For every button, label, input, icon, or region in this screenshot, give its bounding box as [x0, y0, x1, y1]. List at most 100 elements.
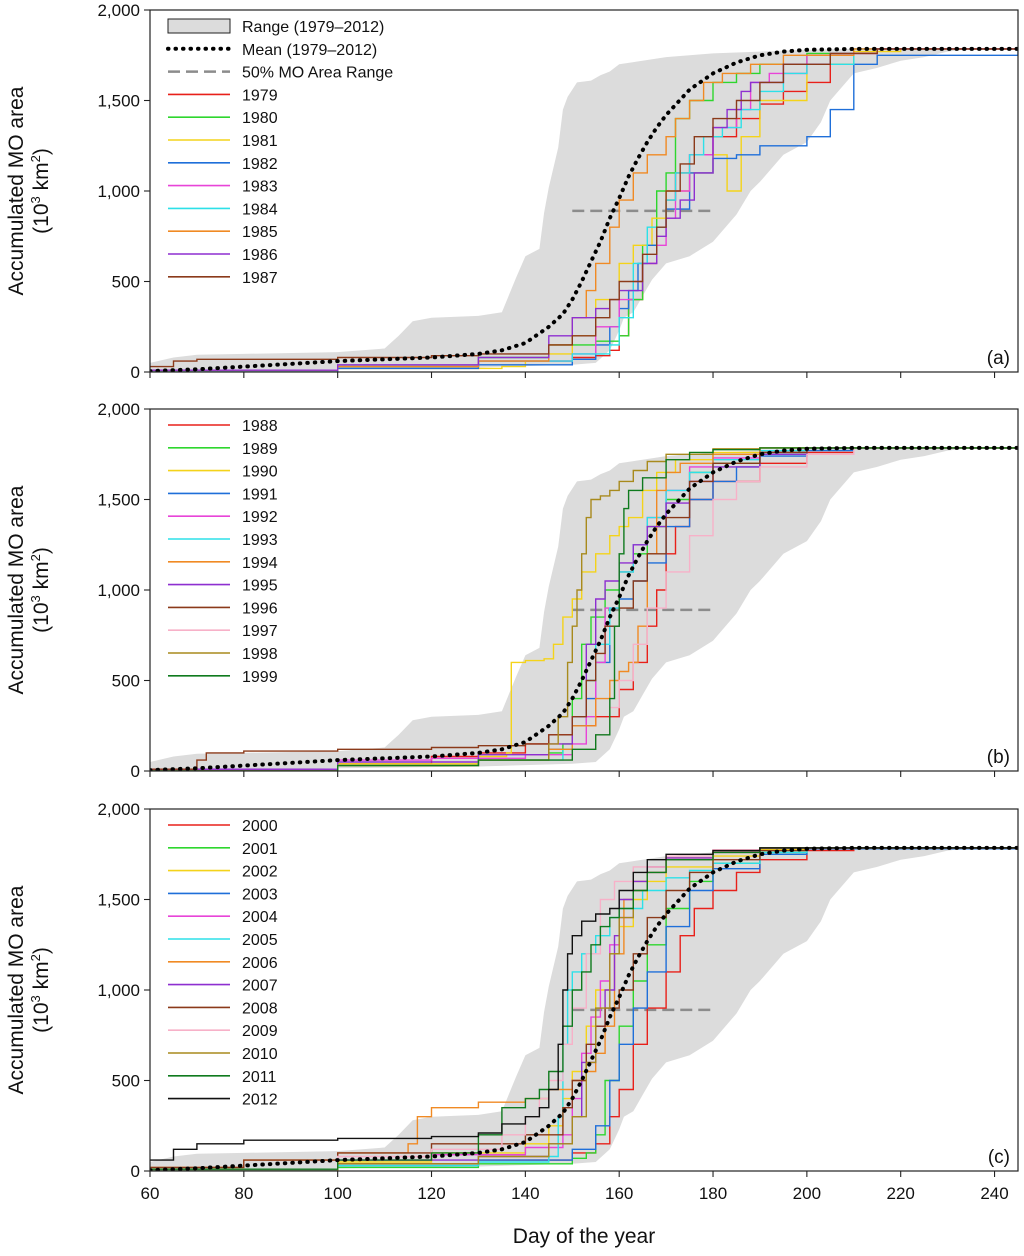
y-tick-label: 500 — [112, 1072, 140, 1091]
x-tick-label: 80 — [234, 1184, 253, 1203]
unit-exp: 3 — [28, 995, 43, 1002]
legend-label-2012: 2012 — [242, 1092, 278, 1109]
unit-base: (10 — [30, 602, 53, 632]
x-tick-label: 100 — [323, 1184, 351, 1203]
legend-label-2010: 2010 — [242, 1046, 278, 1063]
legend-label-1994: 1994 — [242, 555, 278, 572]
legend-label-2011: 2011 — [242, 1069, 277, 1086]
x-tick-label: 220 — [887, 1184, 915, 1203]
y-axis-unit: (103 km2) — [28, 148, 53, 234]
series-line-1984 — [150, 48, 1018, 371]
y-tick-label: 2,000 — [97, 1, 140, 20]
legend-label-1980: 1980 — [242, 110, 278, 127]
y-tick-label: 0 — [131, 363, 140, 382]
x-tick-label: 200 — [793, 1184, 821, 1203]
unit-mid: km — [30, 162, 53, 196]
unit-exp2: 2 — [28, 554, 43, 561]
legend-label-1995: 1995 — [242, 578, 278, 595]
plot-area-1 — [150, 445, 1018, 771]
legend-label-2005: 2005 — [242, 932, 278, 949]
legend-label-2002: 2002 — [242, 864, 278, 881]
y-axis-unit: (103 km2) — [28, 947, 53, 1033]
unit-base: (10 — [30, 1002, 53, 1032]
legend-label-2009: 2009 — [242, 1023, 278, 1040]
series-line-1996 — [150, 447, 1018, 770]
panel-1: 0 500 1,000 1,500 2,000 Accumulated MO area (1… — [5, 400, 1019, 781]
y-tick-label: 1,000 — [97, 581, 140, 600]
legend-label-1997: 1997 — [242, 623, 278, 640]
unit-end: ) — [30, 547, 53, 554]
panel-0: 0 500 1,000 1,500 2,000 Accumulated MO area (1… — [5, 1, 1019, 382]
legend-label-1987: 1987 — [242, 270, 278, 287]
panel-2: 0 500 1,000 1,500 2,000 60 80 100 120 140 160 180 20… — [5, 800, 1019, 1203]
y-tick-label: 1,500 — [97, 891, 140, 910]
legend-label-1979: 1979 — [242, 87, 278, 104]
y-tick-label: 2,000 — [97, 400, 140, 419]
mean-line — [150, 46, 1018, 372]
series-line-2011 — [150, 847, 1018, 1170]
unit-exp2: 2 — [28, 954, 43, 961]
x-tick-label: 60 — [141, 1184, 160, 1203]
legend-label-1988: 1988 — [242, 418, 278, 435]
y-axis-title: Accumulated MO area — [5, 485, 28, 694]
series-line-1987 — [150, 48, 1018, 368]
legend-label-2004: 2004 — [242, 909, 278, 926]
y-tick-label: 0 — [131, 1162, 140, 1181]
legend-mean-label: Mean (1979–2012) — [242, 42, 377, 59]
legend-range-swatch — [167, 18, 231, 34]
legend-label-1985: 1985 — [242, 224, 278, 241]
legend-label-1990: 1990 — [242, 464, 278, 481]
y-axis-title: Accumulated MO area — [5, 885, 28, 1094]
legend-label-1989: 1989 — [242, 441, 278, 458]
series-line-1999 — [150, 447, 1018, 771]
panel-label: (b) — [987, 747, 1010, 768]
y-tick-label: 1,500 — [97, 92, 140, 111]
y-tick-label: 500 — [112, 273, 140, 292]
legend-label-1986: 1986 — [242, 247, 278, 264]
series-line-2012 — [150, 847, 1018, 1161]
legend-label-1996: 1996 — [242, 600, 278, 617]
mean-line — [150, 445, 1018, 771]
y-tick-label: 2,000 — [97, 800, 140, 819]
legend-range-label: Range (1979–2012) — [242, 19, 384, 36]
x-tick-label: 140 — [511, 1184, 539, 1203]
panel-label: (c) — [988, 1147, 1010, 1168]
x-tick-label: 180 — [699, 1184, 727, 1203]
unit-mid: km — [30, 961, 53, 995]
legend-label-1998: 1998 — [242, 646, 278, 663]
legend-label-2008: 2008 — [242, 1000, 278, 1017]
plot-area-0 — [150, 46, 1018, 372]
y-tick-label: 1,500 — [97, 491, 140, 510]
x-tick-label: 240 — [980, 1184, 1008, 1203]
legend-label-2000: 2000 — [242, 818, 278, 835]
legend-label-1982: 1982 — [242, 156, 278, 173]
unit-end: ) — [30, 947, 53, 954]
y-axis-unit: (103 km2) — [28, 547, 53, 633]
legend-label-1999: 1999 — [242, 669, 278, 686]
mean-line — [150, 845, 1018, 1171]
panel-label: (a) — [987, 348, 1010, 369]
legend-label-2001: 2001 — [242, 841, 278, 858]
x-tick-label: 160 — [605, 1184, 633, 1203]
legend-label-1983: 1983 — [242, 179, 278, 196]
legend-label-1981: 1981 — [242, 133, 278, 150]
y-tick-label: 1,000 — [97, 182, 140, 201]
x-tick-label: 120 — [417, 1184, 445, 1203]
y-tick-label: 500 — [112, 672, 140, 691]
y-tick-label: 1,000 — [97, 981, 140, 1000]
unit-base: (10 — [30, 203, 53, 233]
series-line-1998 — [150, 447, 1018, 771]
legend-label-2007: 2007 — [242, 978, 278, 995]
unit-exp: 3 — [28, 595, 43, 602]
y-tick-label: 0 — [131, 762, 140, 781]
legend-label-1993: 1993 — [242, 532, 278, 549]
unit-mid: km — [30, 561, 53, 595]
x-axis-title: Day of the year — [513, 1225, 655, 1248]
unit-exp: 3 — [28, 196, 43, 203]
legend-label-2003: 2003 — [242, 886, 278, 903]
legend-label-2006: 2006 — [242, 955, 278, 972]
legend-label-1992: 1992 — [242, 509, 278, 526]
legend-half-label: 50% MO Area Range — [242, 65, 393, 82]
